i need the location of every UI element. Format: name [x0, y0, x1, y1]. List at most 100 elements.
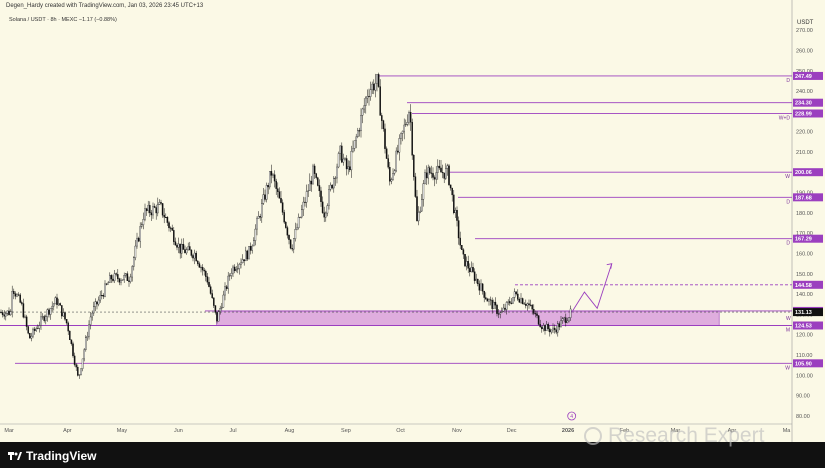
candle-body — [6, 310, 9, 314]
candle-body — [243, 259, 245, 262]
candle-body — [182, 243, 185, 250]
level-label-bg — [793, 168, 823, 177]
candle-body — [414, 176, 417, 197]
candle-body — [467, 261, 469, 269]
candle-body — [331, 184, 333, 189]
candle-body — [289, 239, 292, 249]
level-label-bg — [793, 193, 823, 202]
candle-body — [461, 245, 463, 250]
candle-body — [430, 172, 433, 174]
candle-body — [549, 328, 551, 333]
level-label: 234.30 — [795, 101, 812, 107]
current-price-label: 131.13 — [795, 310, 812, 316]
candle-body — [473, 271, 476, 281]
candle-body — [144, 208, 146, 220]
candle-body — [94, 301, 97, 307]
x-tick-label: Nov — [452, 428, 462, 434]
demand-zone — [216, 310, 720, 326]
candle-body — [85, 337, 87, 350]
candle-body — [491, 299, 493, 309]
candle-body — [377, 74, 380, 87]
candle-body — [193, 252, 196, 259]
candle-body — [264, 194, 266, 200]
candle-body — [366, 96, 369, 99]
candle-body — [160, 202, 162, 204]
creator-line: Degen_Hardy created with TradingView.com… — [6, 3, 204, 9]
candle-body — [355, 136, 357, 141]
candle-body — [529, 304, 532, 306]
candle-body — [344, 158, 346, 160]
candle-body — [209, 286, 212, 294]
candle-body — [552, 327, 554, 331]
candle-body — [317, 177, 319, 186]
candle-body — [401, 130, 404, 134]
candle-body — [21, 302, 23, 304]
x-tick-label: Jun — [174, 428, 183, 434]
candle-body — [513, 291, 516, 298]
level-label-bg — [793, 321, 823, 330]
candle-body — [237, 268, 239, 270]
candle-body — [563, 317, 565, 319]
level-tag: W — [785, 174, 790, 180]
candle-body — [523, 303, 525, 305]
candle-body — [350, 150, 353, 171]
candle-body — [387, 158, 389, 168]
tradingview-logo[interactable]: TradingView — [8, 449, 96, 463]
y-tick-label: 110.00 — [796, 353, 812, 359]
candle-body — [29, 333, 31, 339]
candle-body — [569, 308, 572, 318]
candle-body — [381, 115, 383, 121]
candle-body — [3, 314, 5, 317]
level-label: 167.29 — [795, 237, 812, 243]
candle-body — [48, 309, 50, 315]
candle-body — [496, 304, 498, 314]
x-tick-label: Dec — [507, 428, 517, 434]
candle-body — [464, 253, 466, 267]
candle-body — [433, 177, 436, 180]
level-label-bg — [793, 280, 823, 289]
candle-body — [214, 305, 217, 313]
candle-body — [497, 313, 500, 315]
candle-body — [547, 324, 549, 330]
candle-body — [353, 140, 356, 149]
candle-body — [462, 249, 465, 255]
candle-body — [70, 339, 73, 344]
candle-body — [126, 273, 129, 281]
candle-body — [427, 167, 429, 179]
candle-body — [125, 273, 127, 276]
candle-body — [518, 299, 521, 303]
candle-body — [493, 301, 495, 309]
candle-body — [481, 283, 484, 292]
candle-body — [221, 307, 223, 309]
candle-body — [361, 108, 364, 116]
candle-body — [27, 326, 29, 334]
candle-body — [147, 205, 149, 211]
candle-body — [374, 82, 377, 91]
candle-body — [515, 291, 517, 295]
x-tick-label: Ma — [783, 428, 792, 434]
candle-body — [565, 317, 567, 323]
y-tick-label: 140.00 — [796, 292, 813, 298]
candle-body — [517, 293, 519, 300]
candle-body — [62, 312, 65, 317]
x-tick-label: May — [117, 428, 128, 434]
level-label: 247.49 — [795, 74, 812, 80]
candle-body — [0, 312, 2, 314]
candle-body — [86, 336, 89, 338]
candle-body — [566, 320, 569, 323]
y-tick-label: 80.00 — [796, 414, 810, 420]
projection-arrowhead — [606, 263, 613, 269]
candle-body — [520, 298, 522, 303]
level-label-bg — [793, 98, 823, 107]
candle-body — [9, 311, 12, 316]
candle-body — [537, 315, 540, 325]
level-tag: D — [786, 199, 790, 205]
candle-body — [104, 283, 106, 297]
candle-body — [525, 304, 527, 306]
candle-body — [392, 173, 394, 180]
symbol-info: Solana / USDT · 8h · MEXC −1.17 (−0.88%) — [9, 17, 117, 23]
candle-body — [203, 269, 205, 272]
candle-body — [555, 329, 557, 333]
